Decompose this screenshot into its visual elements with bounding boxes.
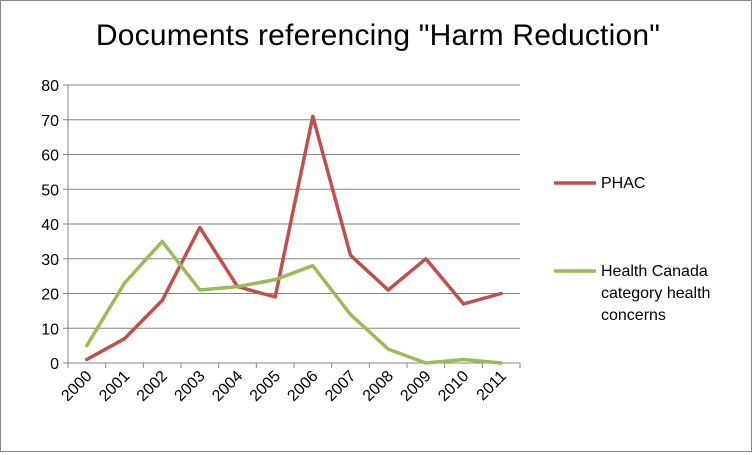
x-tick-label: 2004 <box>209 368 246 405</box>
x-tick-label: 2011 <box>474 368 510 404</box>
legend-label: PHAC <box>601 175 645 192</box>
x-tick-label: 2001 <box>96 368 133 405</box>
y-tick-label: 80 <box>41 78 59 95</box>
x-tick-label: 2003 <box>171 368 208 405</box>
y-tick-label: 0 <box>50 356 59 373</box>
series-line-health-canada <box>85 239 503 365</box>
y-tick-label: 20 <box>41 287 59 304</box>
x-tick-label: 2009 <box>397 368 434 405</box>
x-tick-label: 2008 <box>360 368 397 405</box>
x-tick-label: 2002 <box>134 368 171 405</box>
x-tick-label: 2000 <box>58 368 95 405</box>
chart-title: Documents referencing "Harm Reduction" <box>95 19 661 52</box>
series-line-phac <box>85 114 503 362</box>
x-tick-label: 2006 <box>284 368 321 405</box>
legend-label: Health Canada category health concerns <box>601 263 710 324</box>
x-tick-label: 2010 <box>435 368 472 405</box>
y-tick-label: 50 <box>41 182 59 199</box>
x-tick-label: 2005 <box>247 368 284 405</box>
y-tick-label: 70 <box>41 113 59 130</box>
y-tick-label: 10 <box>41 321 59 338</box>
y-tick-label: 40 <box>41 217 59 234</box>
y-tick-label: 60 <box>41 148 59 165</box>
y-tick-label: 30 <box>41 252 59 269</box>
x-tick-label: 2007 <box>322 368 359 405</box>
